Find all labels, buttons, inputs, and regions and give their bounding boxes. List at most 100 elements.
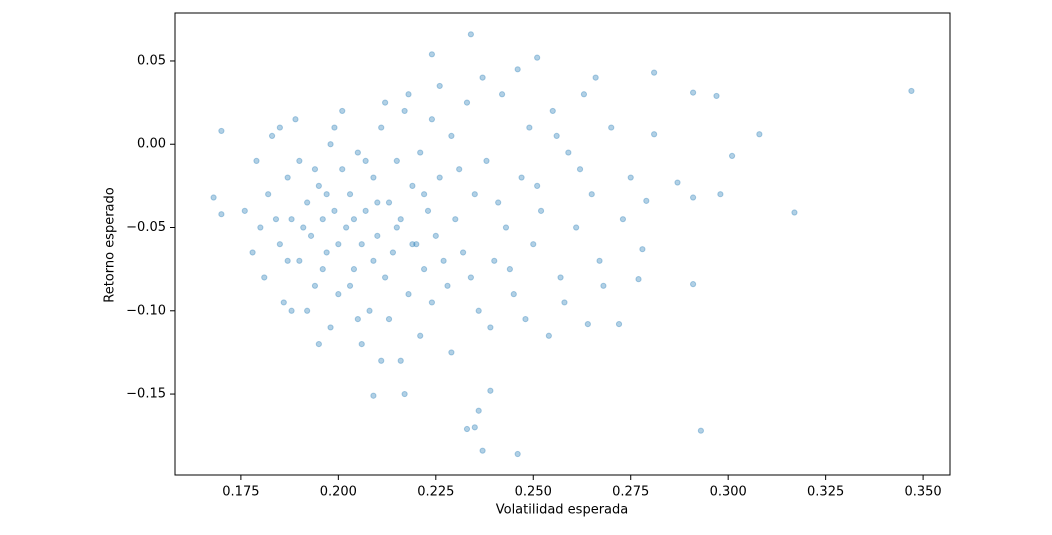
plot-frame (174, 12, 951, 476)
point (600, 282, 607, 289)
point (327, 141, 334, 148)
point (456, 166, 463, 173)
point (350, 266, 358, 273)
point (323, 191, 330, 198)
point (292, 116, 299, 123)
point (689, 281, 697, 288)
point (553, 132, 560, 140)
point (530, 241, 537, 248)
point (495, 199, 502, 206)
point (272, 216, 280, 223)
point (311, 166, 319, 173)
point (463, 99, 471, 106)
point (545, 332, 552, 339)
point (689, 194, 697, 201)
point (514, 66, 521, 73)
point (319, 216, 326, 223)
point (756, 131, 763, 138)
point (436, 174, 443, 181)
point (491, 257, 498, 264)
point (354, 316, 361, 323)
point (576, 166, 584, 173)
point (448, 132, 455, 140)
point (428, 116, 436, 123)
point (362, 207, 369, 214)
point (304, 307, 311, 314)
point (588, 191, 595, 198)
point (362, 157, 369, 164)
point (791, 209, 798, 216)
point (674, 179, 681, 186)
point (358, 241, 365, 248)
point (417, 149, 424, 156)
point (565, 149, 572, 156)
point (284, 174, 291, 181)
point (311, 282, 319, 289)
point (378, 124, 385, 131)
point (651, 69, 658, 76)
point (483, 157, 490, 164)
x-tick-label: 0.350 (904, 485, 941, 500)
point (315, 182, 322, 189)
point (385, 316, 393, 323)
y-axis-label: Retorno esperado (103, 187, 118, 303)
point (580, 91, 588, 98)
point (315, 340, 322, 348)
point (288, 307, 295, 314)
point (280, 299, 287, 306)
point (358, 340, 365, 348)
point (405, 91, 412, 98)
point (346, 191, 354, 198)
point (268, 132, 276, 140)
point (210, 194, 217, 201)
x-tick-label: 0.175 (222, 485, 259, 500)
point (471, 424, 478, 431)
point (608, 124, 615, 131)
point (370, 174, 377, 181)
point (218, 127, 225, 135)
point (413, 241, 420, 248)
point (522, 316, 529, 323)
point (327, 324, 334, 331)
x-tick-label: 0.200 (320, 485, 357, 500)
x-tick-label: 0.275 (612, 485, 649, 500)
point (534, 182, 541, 189)
point (584, 321, 591, 328)
point (502, 224, 510, 231)
point (405, 291, 412, 298)
point (615, 321, 623, 328)
point (452, 216, 459, 223)
point (319, 266, 326, 273)
point (487, 387, 494, 394)
point (409, 182, 416, 189)
point (374, 232, 381, 239)
point (339, 107, 346, 115)
point (651, 131, 658, 138)
point (459, 249, 467, 256)
point (475, 407, 482, 414)
point (382, 99, 389, 106)
point (561, 299, 568, 306)
point (444, 282, 451, 289)
point (728, 152, 736, 159)
point (635, 276, 642, 283)
x-axis-label: Volatilidad esperada (496, 503, 629, 518)
point (506, 266, 513, 273)
point (627, 174, 634, 181)
point (639, 246, 646, 253)
point (424, 207, 432, 214)
y-tick-label: 0.00 (137, 137, 166, 152)
point (284, 257, 291, 264)
point (389, 249, 397, 256)
y-tick-label: 0.05 (137, 53, 166, 68)
point (487, 324, 494, 331)
point (378, 357, 385, 364)
point (397, 357, 404, 364)
point (323, 249, 330, 256)
point (713, 92, 720, 100)
point (393, 224, 400, 231)
point (526, 124, 533, 131)
point (382, 274, 389, 281)
point (467, 31, 474, 38)
